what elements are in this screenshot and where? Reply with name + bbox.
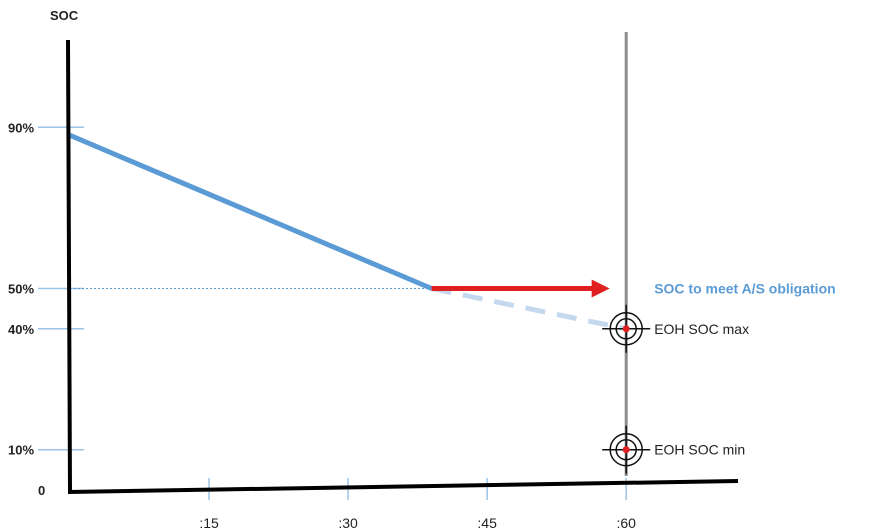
target-eoh-min-icon [602,425,651,474]
x-tick-label: :15 [199,515,219,531]
marks-group [67,32,651,476]
y-tick-label: 40% [8,322,34,337]
obligation-arrowhead [591,279,610,298]
target-outer-ring [609,432,643,467]
annotation-eoh-min: EOH SOC min [654,442,745,458]
x-tick-label: :60 [616,515,636,531]
y-axis-title: SOC [50,8,79,23]
target-center [622,325,630,333]
target-inner-ring [615,438,637,461]
x-tick-label: :45 [477,515,497,531]
y-tick-label: 50% [8,282,34,297]
x-tick-label: :30 [338,515,358,531]
soc-line-dashed [431,286,627,332]
x-axis [67,479,739,494]
axes-group [66,39,739,494]
y-tick-label: 10% [8,443,34,458]
y-axis [66,39,72,493]
annotation-eoh-max: EOH SOC max [654,321,749,337]
y-origin-label: 0 [38,483,45,498]
tick-group: 90% 50% 40% 10% :15 :30 :45 :60 [8,120,636,531]
target-inner-ring [615,318,637,340]
target-eoh-max-icon [602,304,651,353]
annotation-obligation: SOC to meet A/S obligation [654,281,836,297]
target-center [622,446,630,454]
target-outer-ring [609,312,643,346]
soc-line-solid [67,132,435,291]
y-tick-label: 90% [8,120,34,135]
